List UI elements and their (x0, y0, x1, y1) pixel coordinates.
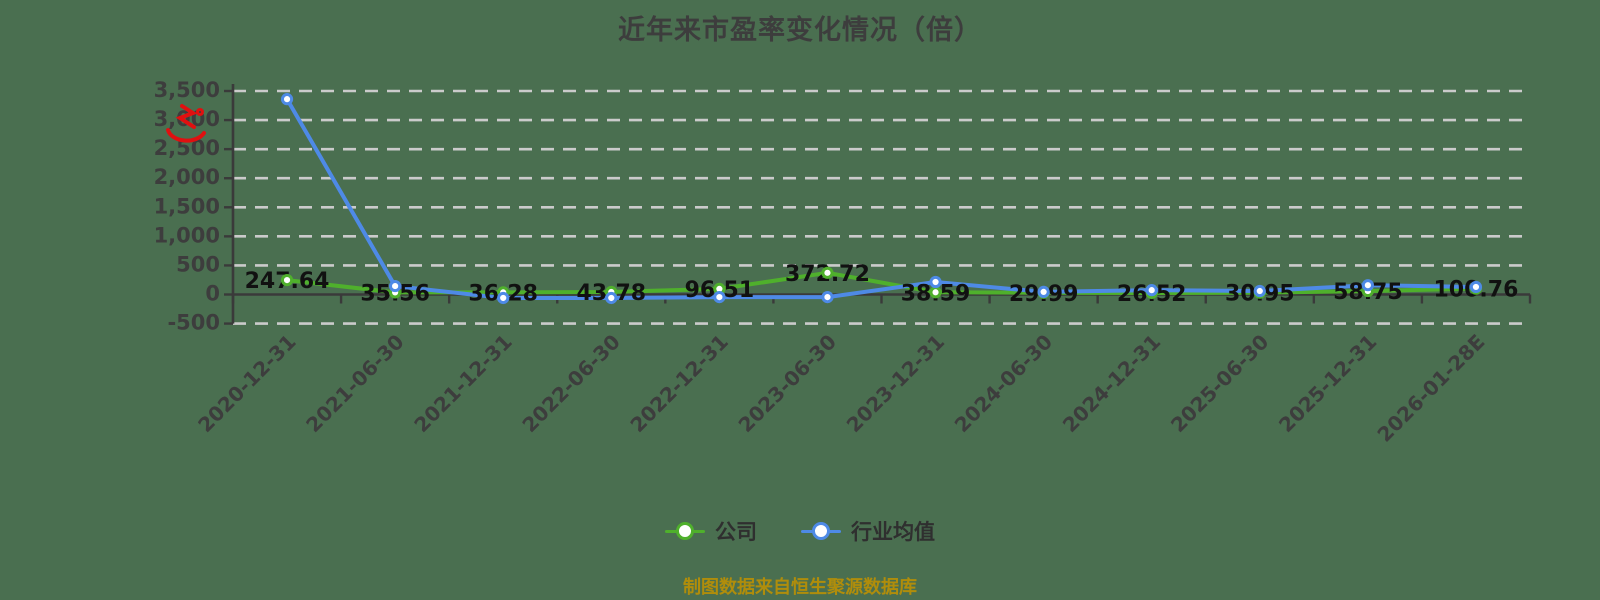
red-logo-watermark-icon (166, 104, 206, 143)
legend-item-industry-average[interactable]: 行业均值 (801, 516, 935, 546)
x-tick-labels: 2020-12-31 2021-06-30 2021-12-31 2022-06-30… (193, 330, 1489, 447)
svg-text:-500: -500 (167, 311, 220, 335)
svg-text:3,500: 3,500 (154, 78, 220, 102)
legend-item-company[interactable]: 公司 (665, 516, 757, 546)
svg-text:2021-06-30: 2021-06-30 (301, 330, 408, 437)
svg-text:2023-12-31: 2023-12-31 (842, 330, 949, 437)
svg-text:2021-12-31: 2021-12-31 (409, 330, 516, 437)
industry-series-marker-icon (801, 522, 841, 540)
svg-text:2023-06-30: 2023-06-30 (734, 330, 841, 437)
series-markers (280, 93, 1483, 305)
svg-text:2020-12-31: 2020-12-31 (193, 330, 300, 437)
svg-text:2024-12-31: 2024-12-31 (1058, 330, 1165, 437)
svg-text:0: 0 (205, 282, 220, 306)
line-行业均值 (285, 97, 1478, 300)
legend-label-industry-average: 行业均值 (851, 520, 935, 544)
data-source-note: 制图数据来自恒生聚源数据库 (683, 577, 917, 598)
series-lines (285, 97, 1478, 300)
svg-text:2026-01-28E: 2026-01-28E (1372, 330, 1489, 447)
svg-text:2,000: 2,000 (154, 165, 220, 189)
svg-text:2025-06-30: 2025-06-30 (1166, 330, 1273, 437)
svg-text:2022-06-30: 2022-06-30 (517, 330, 624, 437)
company-series-marker-icon (665, 522, 705, 540)
line-公司 (285, 270, 1478, 295)
svg-text:2024-06-30: 2024-06-30 (950, 330, 1057, 437)
chart-legend: 公司 行业均值 (0, 516, 1600, 546)
svg-text:2025-12-31: 2025-12-31 (1274, 330, 1381, 437)
svg-text:1,500: 1,500 (154, 194, 220, 218)
svg-text:500: 500 (176, 252, 220, 276)
legend-label-company: 公司 (715, 520, 757, 544)
gridlines (233, 89, 1530, 325)
svg-text:1,000: 1,000 (154, 223, 220, 247)
svg-text:2022-12-31: 2022-12-31 (625, 330, 732, 437)
chart-title: 近年来市盈率变化情况（倍） (618, 15, 982, 46)
